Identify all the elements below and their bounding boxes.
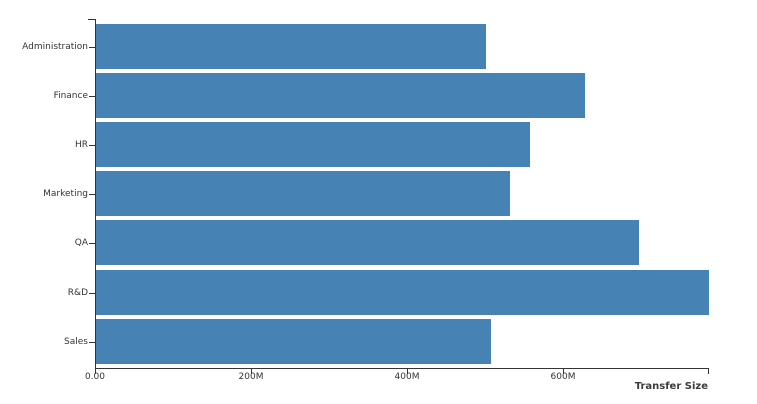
x-axis-tick-label: 600M <box>550 372 576 382</box>
bar-administration[interactable] <box>96 24 486 69</box>
bar-sales[interactable] <box>96 319 491 364</box>
x-axis-end-tick <box>708 368 709 374</box>
x-axis-title: Transfer Size <box>634 381 708 392</box>
y-axis-label: HR <box>74 140 88 150</box>
y-axis-tick <box>89 194 95 195</box>
x-axis-tick <box>251 368 252 374</box>
x-axis-tick-label: 400M <box>394 372 420 382</box>
bar-r-d[interactable] <box>96 270 709 315</box>
bar-qa[interactable] <box>96 220 639 265</box>
y-axis-label: Finance <box>53 91 88 101</box>
y-axis-line <box>95 19 96 369</box>
y-axis-label: Marketing <box>43 189 88 199</box>
y-axis-tick <box>89 96 95 97</box>
y-axis-tick <box>89 243 95 244</box>
x-axis-tick <box>563 368 564 374</box>
x-axis-tick-label: 200M <box>238 372 264 382</box>
y-axis-label: R&D <box>67 288 88 298</box>
x-axis-tick-label: 0.00 <box>84 372 106 382</box>
x-axis-line <box>95 368 709 369</box>
y-axis-label: Sales <box>64 337 88 347</box>
y-axis-tick <box>89 342 95 343</box>
bar-marketing[interactable] <box>96 171 510 216</box>
y-axis-label: QA <box>74 238 88 248</box>
y-axis-end-tick <box>88 19 95 20</box>
y-axis-tick <box>89 145 95 146</box>
bar-finance[interactable] <box>96 73 585 118</box>
y-axis-tick <box>89 47 95 48</box>
x-axis-tick <box>95 368 96 374</box>
bar-hr[interactable] <box>96 122 530 167</box>
x-axis-tick <box>407 368 408 374</box>
y-axis-tick <box>89 293 95 294</box>
y-axis-label: Administration <box>22 42 88 52</box>
